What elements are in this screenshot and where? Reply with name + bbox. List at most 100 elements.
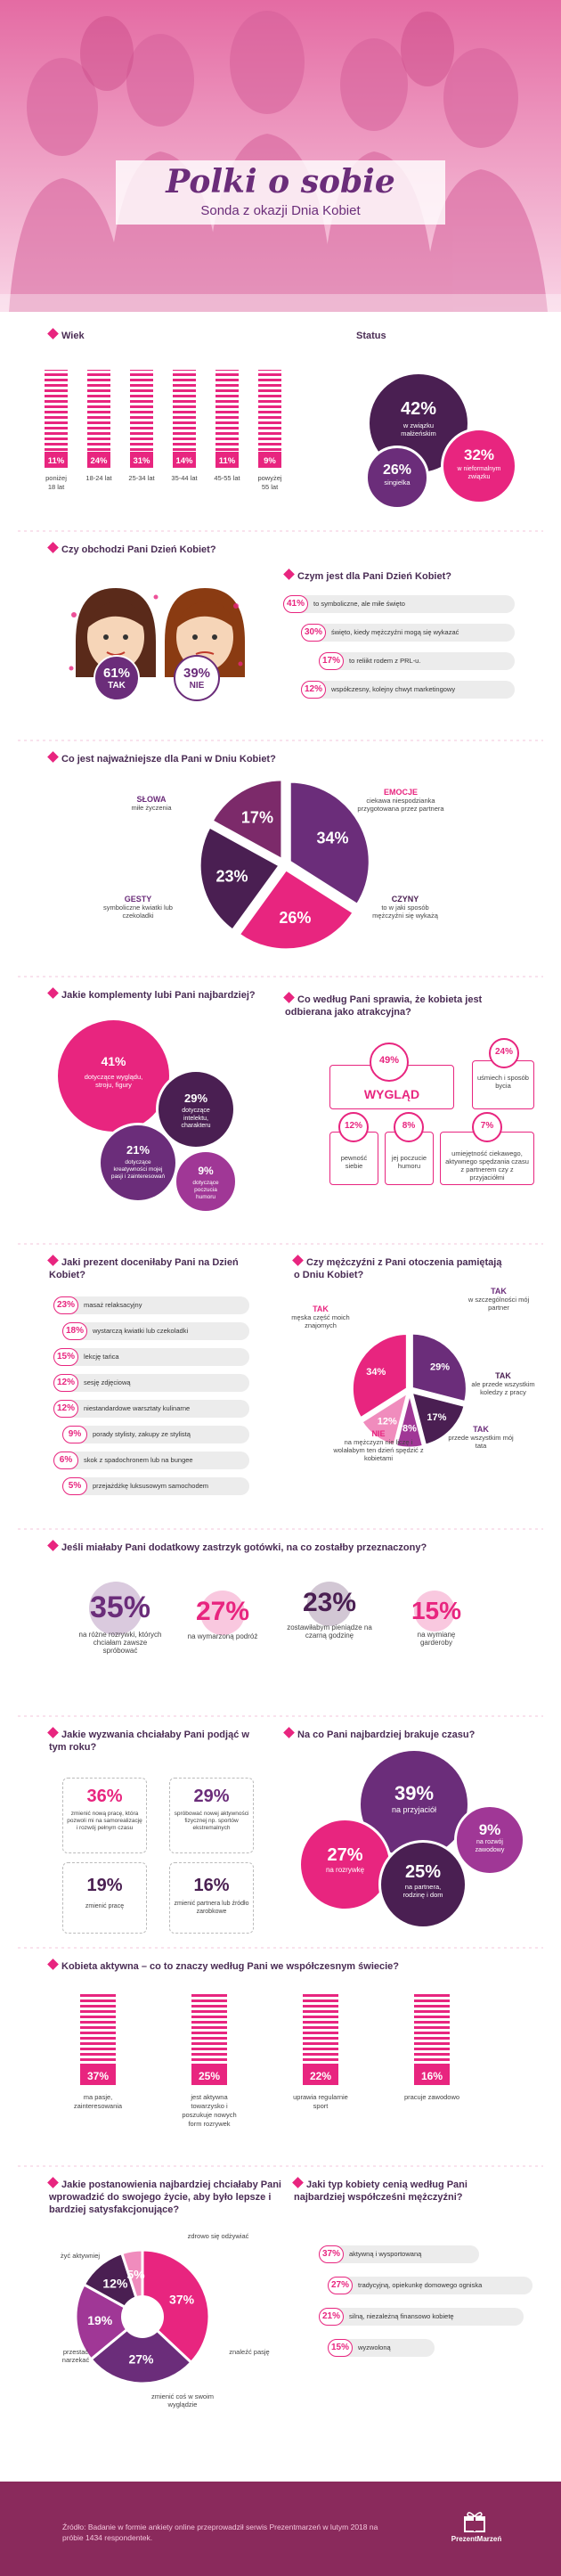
- question-status: Status: [356, 330, 386, 342]
- cash-text: na wymianę garderoby: [417, 1631, 456, 1647]
- women-faces-illustration: [69, 588, 245, 677]
- cash-pct: 15%: [411, 1597, 462, 1624]
- description: symboliczne kwiatki lub czekoladki: [103, 904, 173, 920]
- important-slice: [237, 867, 356, 952]
- remember-slice-label: 17%: [427, 1412, 446, 1423]
- status-married-label: w związku małżeńskim: [401, 421, 436, 438]
- compliment-text: dotyczące intelektu, charakteru: [181, 1108, 211, 1129]
- meaning-text: święto, kiedy mężczyźni mogą się wykazać: [331, 628, 459, 636]
- compliment-humor-bubble: 9% dotyczące poczucia humoru: [174, 1149, 238, 1214]
- age-bar-value-box: [173, 452, 196, 468]
- age-bar: [130, 370, 153, 468]
- question-text: Status: [356, 331, 386, 341]
- page-title: Polki o sobie: [166, 163, 395, 200]
- men-item: 15% wyzwoloną: [328, 2339, 435, 2357]
- diamond-icon: [47, 987, 59, 999]
- gift-item: 18% wystarczą kwiatki lub czekoladki: [62, 1322, 249, 1340]
- attractive-item-text: jej poczucie humoru: [391, 1154, 427, 1170]
- footer-brand: PrezentMarzeń: [451, 2535, 502, 2543]
- time-text: na rozwój zawodowy: [475, 1839, 505, 1853]
- celebrate-no-badge: 39% NIE: [174, 655, 220, 701]
- challenge-pct: 19%: [86, 1876, 123, 1895]
- section-gift: Jaki prezent doceniłaby Pani na Dzień Ko…: [0, 1247, 561, 1524]
- meaning-item: 17% to reliikt rodem z PRL-u.: [319, 652, 515, 670]
- men-text: wyzwoloną: [358, 2343, 391, 2351]
- question-age: Wiek: [47, 328, 85, 342]
- gift-pct: 15%: [53, 1348, 78, 1366]
- description: przede wszystkim mój tata: [448, 1434, 514, 1450]
- celebrate-yes-badge: 61% TAK: [94, 655, 140, 701]
- meaning-text: to symboliczne, ale miłe święto: [313, 600, 405, 608]
- men-pct: 27%: [328, 2277, 353, 2294]
- question-text: Czy mężczyźni z Pani otoczenia pamiętają…: [294, 1257, 502, 1280]
- section-age-status: Wiek 11% poniżej 18 lat 24% 18-24 lat 31% 25-3…: [0, 321, 561, 526]
- question-text: Wiek: [61, 331, 85, 341]
- divider-hearts: [18, 530, 543, 532]
- head: TAK: [491, 1287, 507, 1296]
- question-celebrate: Czy obchodzi Pani Dzień Kobiet?: [47, 542, 216, 556]
- gift-pct: 5%: [62, 1477, 87, 1495]
- gift-text: niestandardowe warsztaty kulinarne: [84, 1404, 191, 1412]
- celebrate-no-pct: 39%: [183, 666, 211, 681]
- question-gift: Jaki prezent doceniłaby Pani na Dzień Ko…: [47, 1255, 272, 1281]
- gift-item: 9% porady stylisty, zakupy ze stylistą: [62, 1426, 249, 1443]
- section-cash: Jeśli miałaby Pani dodatkowy zastrzyk go…: [0, 1533, 561, 1711]
- gift-text: lekcję tańca: [84, 1353, 119, 1361]
- meaning-pct: 30%: [301, 624, 326, 642]
- men-text: tradycyjną, opiekunkę domowego ogniska: [358, 2281, 483, 2289]
- challenge-pct: 36%: [86, 1787, 123, 1806]
- question-attractive: Co według Pani sprawia, że kobieta jest …: [283, 992, 490, 1018]
- age-tick-label: 45-55 lat: [214, 474, 240, 482]
- question-compliments: Jakie komplementy lubi Pani najbardziej?: [47, 987, 272, 1002]
- important-label-words: SŁOWA miłe życzenia: [116, 796, 187, 813]
- divider-hearts: [18, 2165, 543, 2167]
- attractive-item-badge: 8%: [394, 1112, 424, 1142]
- active-tick-label: poszukuje nowych: [182, 2111, 236, 2119]
- time-pct: 39%: [394, 1782, 435, 1804]
- active-tick-label: jest aktywna: [190, 2093, 228, 2101]
- divider-hearts: [18, 1528, 543, 1530]
- age-bar: [45, 370, 68, 468]
- active-bar-label: 37%: [87, 2070, 109, 2082]
- status-single-label: singielka: [384, 478, 411, 487]
- remember-label: TAK ale przede wszystkim koledzy z pracy: [467, 1372, 539, 1397]
- men-text: aktywną i wysportowaną: [349, 2250, 422, 2258]
- active-bar-value-box: [303, 2065, 338, 2085]
- meaning-pct: 17%: [319, 652, 344, 670]
- cash-dot: [89, 1582, 142, 1635]
- time-fun-bubble: 27% na rozrywkę: [298, 1818, 392, 1911]
- remember-slice-label: 8%: [402, 1424, 417, 1435]
- active-tick-label: sport: [313, 2102, 329, 2110]
- cash-text: zostawiłabym pieniądze na czarną godzinę: [287, 1623, 372, 1640]
- gift-text: skok z spadochronem lub na bungee: [84, 1456, 193, 1464]
- time-career-bubble: 9% na rozwój zawodowy: [454, 1804, 525, 1876]
- resolutions-slice-label: 12%: [102, 2277, 128, 2291]
- time-pct: 25%: [404, 1862, 442, 1882]
- question-cash: Jeśli miałaby Pani dodatkowy zastrzyk go…: [47, 1540, 494, 1554]
- cash-pct: 35%: [89, 1591, 151, 1624]
- men-pct: 15%: [328, 2339, 353, 2357]
- category: CZYNY: [391, 895, 419, 904]
- active-tick-label: form rozrywek: [188, 2120, 230, 2128]
- divider-hearts: [18, 1243, 543, 1245]
- question-text: Jaki typ kobiety cenią według Pani najba…: [294, 2179, 467, 2203]
- challenge-card: [169, 1778, 254, 1853]
- compliment-text: dotyczące wyglądu, stroju, figury: [84, 1073, 143, 1089]
- time-pct: 9%: [478, 1821, 501, 1838]
- category: GESTY: [124, 895, 152, 904]
- gift-item: 15% lekcję tańca: [53, 1348, 249, 1366]
- age-bar-value-box: [130, 452, 153, 468]
- gift-item: 5% przejażdżkę luksusowym samochodem: [62, 1477, 249, 1495]
- attractive-item-badge: 7%: [472, 1112, 502, 1142]
- diamond-icon: [292, 2177, 304, 2188]
- men-text: silną, niezależną finansowo kobietę: [349, 2312, 454, 2320]
- resolutions-slice: [74, 2282, 145, 2361]
- header: Polki o sobie Sonda z okazji Dnia Kobiet: [0, 0, 561, 312]
- active-tick-label: towarzysko i: [191, 2102, 228, 2110]
- active-bar-label: 16%: [421, 2070, 443, 2082]
- diamond-icon: [283, 568, 295, 580]
- section-active: Kobieta aktywna – co to znaczy według Pa…: [0, 1951, 561, 2161]
- diamond-icon: [47, 751, 59, 763]
- attractive-item-text: uśmiech i sposób bycia: [477, 1074, 529, 1090]
